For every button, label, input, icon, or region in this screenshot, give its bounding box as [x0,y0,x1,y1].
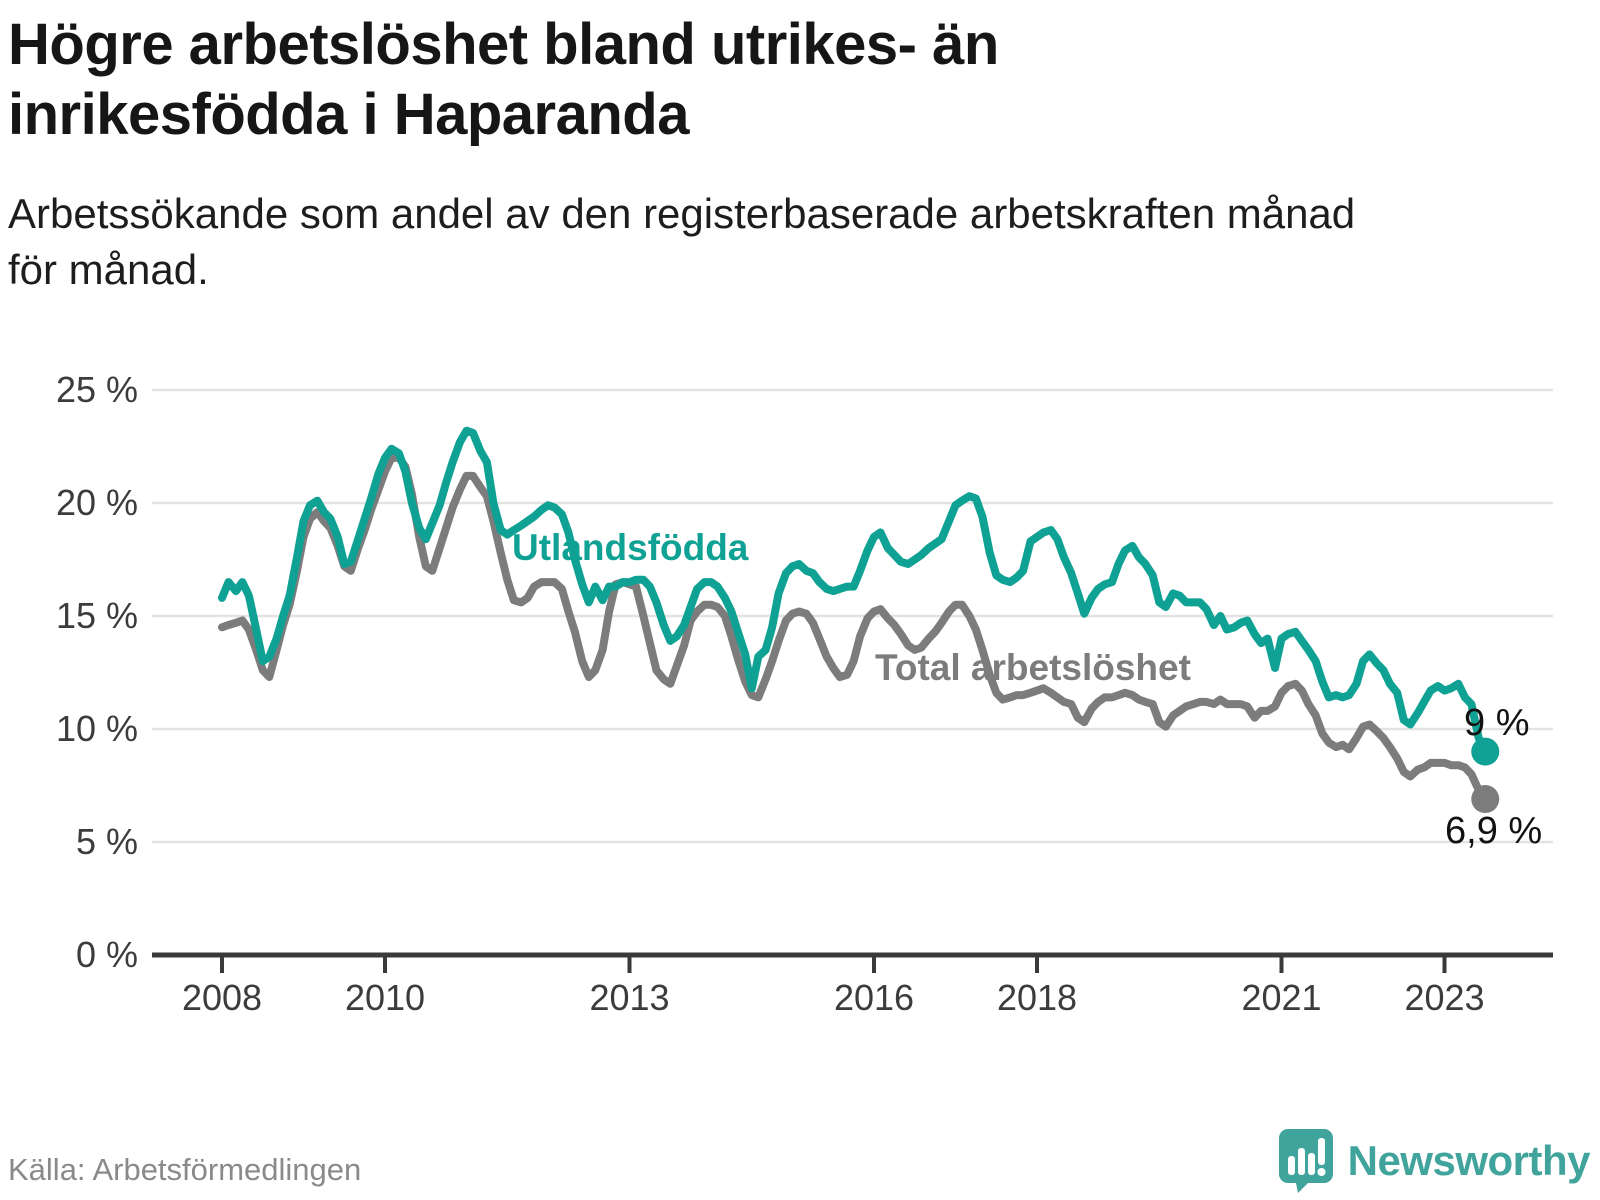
chart-title-line-2: inrikesfödda i Haparanda [8,82,689,147]
y-tick-label-20: 20 % [56,482,138,523]
x-axis: 2008 2010 2013 2016 2018 2021 2023 [152,952,1553,1018]
series-line-Total arbetslöshet [218,453,1490,804]
series-label-utlandsfodda: Utlandsfödda [512,527,749,568]
data-series [218,426,1500,814]
chart-subtitle: Arbetssökande som andel av den registerb… [8,186,1355,298]
y-tick-label-25: 25 % [56,369,138,410]
chart-subtitle-line-2: för månad. [8,246,209,293]
x-tick-label-2016: 2016 [834,977,914,1018]
end-value-total-arbetsloshet: 6,9 % [1445,810,1542,852]
series-end-dot-Total arbetslöshet [1471,785,1500,814]
source-note: Källa: Arbetsförmedlingen [8,1152,362,1187]
x-tick-label-2018: 2018 [997,977,1077,1018]
newsworthy-wordmark: Newsworthy [1347,1137,1591,1184]
y-tick-label-10: 10 % [56,708,138,749]
y-tick-label-5: 5 % [76,821,138,862]
x-tick-label-2021: 2021 [1241,977,1321,1018]
x-tick-label-2013: 2013 [589,977,669,1018]
newsworthy-logo: Newsworthy [1278,1128,1591,1194]
chart-title: Högre arbetslöshet bland utrikes- än inr… [8,10,999,150]
chart-title-line-1: Högre arbetslöshet bland utrikes- än [8,12,999,77]
series-line-Utlandsfödda [218,426,1490,756]
chart-subtitle-line-1: Arbetssökande som andel av den registerb… [8,190,1356,237]
series-end-dot-Utlandsfödda [1471,737,1500,766]
gridlines: 0 % 5 % 10 % 15 % 20 % 25 % [56,369,1553,975]
x-tick-label-2008: 2008 [182,977,262,1018]
chart-annotations: Utlandsfödda Total arbetslöshet 9 % 6,9 … [512,527,1542,852]
end-value-utlandsfodda: 9 % [1464,702,1529,744]
series-label-total-arbetsloshet: Total arbetslöshet [875,647,1191,688]
x-tick-label-2010: 2010 [345,977,425,1018]
newsworthy-bubble-icon [1278,1129,1333,1193]
y-tick-label-15: 15 % [56,595,138,636]
x-tick-label-2023: 2023 [1404,977,1484,1018]
y-tick-label-0: 0 % [76,934,138,975]
